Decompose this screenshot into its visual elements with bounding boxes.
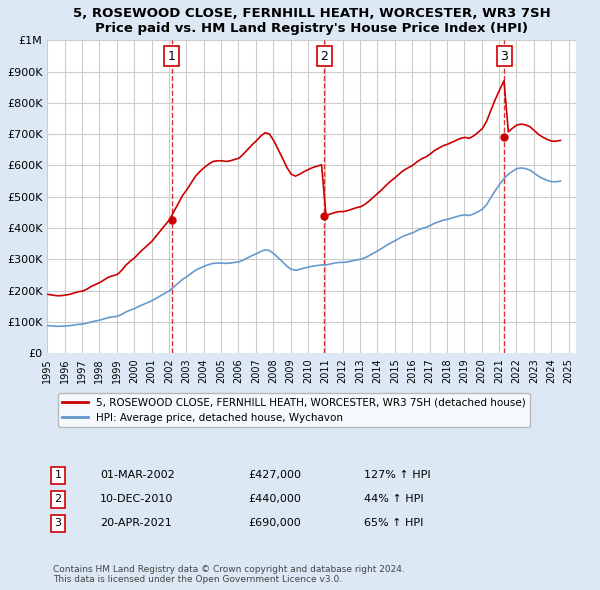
Text: Contains HM Land Registry data © Crown copyright and database right 2024.
This d: Contains HM Land Registry data © Crown c…	[53, 565, 404, 585]
Legend: 5, ROSEWOOD CLOSE, FERNHILL HEATH, WORCESTER, WR3 7SH (detached house), HPI: Ave: 5, ROSEWOOD CLOSE, FERNHILL HEATH, WORCE…	[58, 394, 530, 427]
Text: 01-MAR-2002: 01-MAR-2002	[100, 470, 175, 480]
Text: £427,000: £427,000	[248, 470, 301, 480]
Text: £690,000: £690,000	[248, 518, 301, 528]
Text: 20-APR-2021: 20-APR-2021	[100, 518, 172, 528]
Text: 65% ↑ HPI: 65% ↑ HPI	[364, 518, 424, 528]
Text: 1: 1	[55, 470, 61, 480]
Text: 1: 1	[168, 50, 176, 63]
Text: 2: 2	[320, 50, 328, 63]
Text: 3: 3	[500, 50, 508, 63]
Text: 10-DEC-2010: 10-DEC-2010	[100, 494, 173, 504]
Text: 127% ↑ HPI: 127% ↑ HPI	[364, 470, 431, 480]
Text: 2: 2	[55, 494, 61, 504]
Text: 3: 3	[55, 518, 61, 528]
Text: 44% ↑ HPI: 44% ↑ HPI	[364, 494, 424, 504]
Title: 5, ROSEWOOD CLOSE, FERNHILL HEATH, WORCESTER, WR3 7SH
Price paid vs. HM Land Reg: 5, ROSEWOOD CLOSE, FERNHILL HEATH, WORCE…	[73, 7, 550, 35]
Text: £440,000: £440,000	[248, 494, 301, 504]
